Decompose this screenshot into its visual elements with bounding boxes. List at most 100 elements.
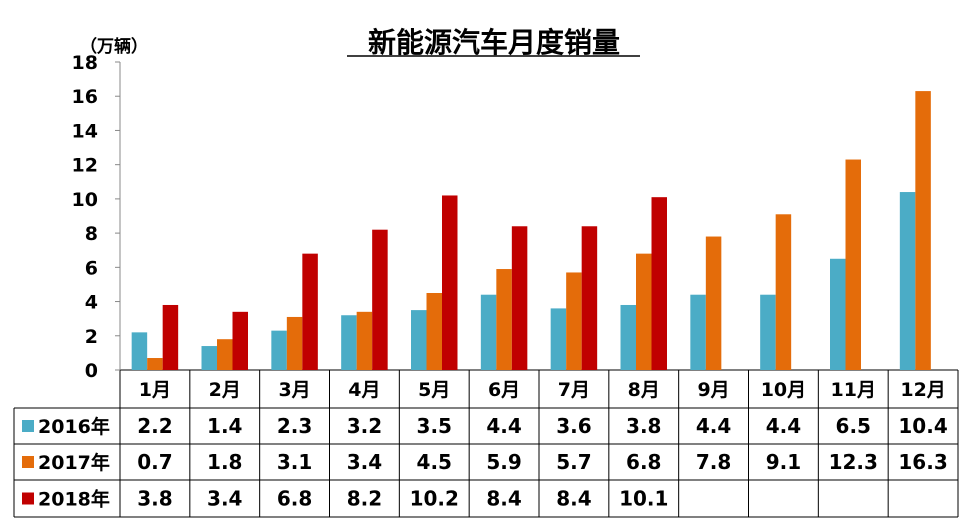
category-label: 9月 [697, 379, 729, 401]
data-table-grid [13, 369, 959, 518]
bar [442, 195, 458, 370]
axes [115, 61, 121, 371]
y-tick-label: 16 [72, 86, 98, 108]
data-cell-label: 4.5 [417, 450, 452, 474]
category-label: 7月 [558, 379, 590, 401]
data-cell-label: 7.8 [696, 450, 731, 474]
data-cell-label: 5.9 [486, 450, 521, 474]
series-name: 2018年 [38, 488, 110, 511]
category-label: 10月 [761, 379, 806, 401]
bar [915, 91, 931, 370]
bar [217, 339, 233, 370]
bar [302, 253, 318, 370]
category-label: 11月 [831, 379, 876, 401]
bar [232, 311, 248, 370]
data-cell-label: 10.2 [410, 487, 459, 511]
data-cell-label: 3.8 [626, 414, 661, 438]
category-label: 8月 [628, 379, 660, 401]
bar [550, 308, 567, 370]
data-cell-label: 4.4 [486, 414, 521, 438]
y-tick-label: 14 [72, 120, 98, 142]
bar [496, 269, 512, 370]
labels: 0 2 4 6 8 10 12 14 16 18 1月 2月 3月 4月 5月 6月 7月 8月 9月 10月 11月 1… [22, 52, 948, 511]
bar [845, 159, 861, 370]
data-cell-label: 1.8 [207, 450, 242, 474]
bar [566, 272, 582, 370]
legend-key [22, 492, 34, 505]
legend-key [22, 456, 34, 468]
data-cell-label: 4.4 [766, 414, 801, 438]
series-name: 2017年 [38, 451, 110, 474]
bar [286, 316, 303, 370]
data-cell-label: 2.2 [137, 414, 172, 438]
data-cell-label: 0.7 [137, 450, 172, 474]
data-cell-label: 3.1 [277, 450, 312, 474]
y-tick-label: 4 [85, 292, 98, 314]
bar [480, 294, 497, 370]
y-tick-label: 2 [85, 326, 98, 348]
data-cell-label: 3.2 [347, 414, 382, 438]
y-tick-label: 18 [72, 52, 98, 74]
bar [830, 258, 846, 370]
data-cell-label: 12.3 [829, 450, 878, 474]
bar [131, 332, 148, 370]
bar [620, 304, 636, 370]
category-label: 2月 [209, 379, 241, 401]
category-label: 4月 [348, 379, 380, 401]
y-tick-label: 12 [72, 155, 98, 177]
data-cell-label: 8.2 [347, 487, 382, 511]
category-label: 5月 [418, 379, 450, 401]
bar [411, 310, 427, 370]
data-cell-label: 6.8 [626, 450, 661, 474]
bar [511, 226, 528, 370]
series-name: 2016年 [38, 415, 110, 438]
data-cell-label: 3.4 [347, 450, 382, 474]
data-cell-label: 2.3 [277, 414, 312, 438]
data-cell-label: 10.4 [898, 414, 947, 438]
bar [372, 229, 388, 370]
bar [581, 226, 598, 370]
bar [201, 346, 217, 370]
bar [636, 253, 652, 370]
data-cell-label: 3.8 [137, 487, 172, 511]
category-label: 6月 [488, 379, 520, 401]
data-cell-label: 8.4 [486, 487, 521, 511]
y-tick-label: 0 [85, 360, 98, 382]
bar [705, 236, 722, 370]
bar [341, 315, 357, 370]
bar [162, 304, 179, 370]
y-axis-unit-label: （万辆） [80, 36, 148, 57]
data-cell-label: 3.6 [556, 414, 591, 438]
y-tick-label: 10 [72, 189, 98, 211]
y-tick-label: 6 [85, 257, 98, 279]
bar [899, 192, 916, 370]
chart-title: 新能源汽车月度销量 [368, 26, 620, 59]
category-label: 3月 [278, 379, 310, 401]
bar [760, 294, 776, 370]
bar [775, 214, 792, 370]
bar [356, 311, 373, 370]
legend-key [22, 420, 34, 432]
y-tick-label: 8 [85, 223, 98, 245]
bar [147, 358, 163, 370]
data-cell-label: 8.4 [556, 487, 591, 511]
data-cell-label: 3.5 [417, 414, 452, 438]
bar [690, 294, 706, 370]
bars [131, 91, 931, 370]
data-cell-label: 4.4 [696, 414, 731, 438]
category-label: 12月 [900, 379, 945, 401]
category-label: 1月 [139, 379, 171, 401]
data-cell-label: 3.4 [207, 487, 242, 511]
data-cell-label: 9.1 [766, 450, 801, 474]
data-cell-label: 1.4 [207, 414, 242, 438]
data-cell-label: 5.7 [556, 450, 591, 474]
bar [426, 293, 442, 370]
data-cell-label: 16.3 [898, 450, 947, 474]
data-cell-label: 6.5 [836, 414, 871, 438]
data-cell-label: 6.8 [277, 487, 312, 511]
bar [651, 197, 667, 370]
bar [271, 330, 287, 370]
data-cell-label: 10.1 [619, 487, 668, 511]
